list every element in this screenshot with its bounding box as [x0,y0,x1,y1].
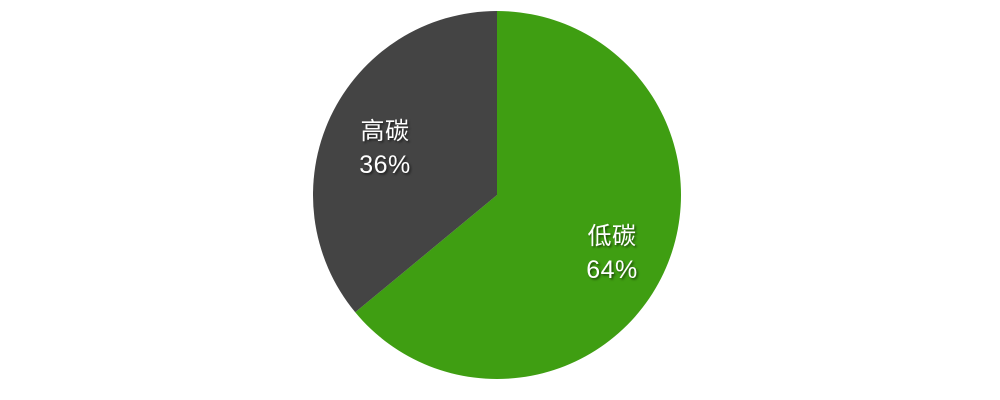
pie-slice-low-carbon[interactable] [355,10,682,379]
pie-slices [313,10,682,379]
pie-slice-high-carbon[interactable] [313,11,497,313]
